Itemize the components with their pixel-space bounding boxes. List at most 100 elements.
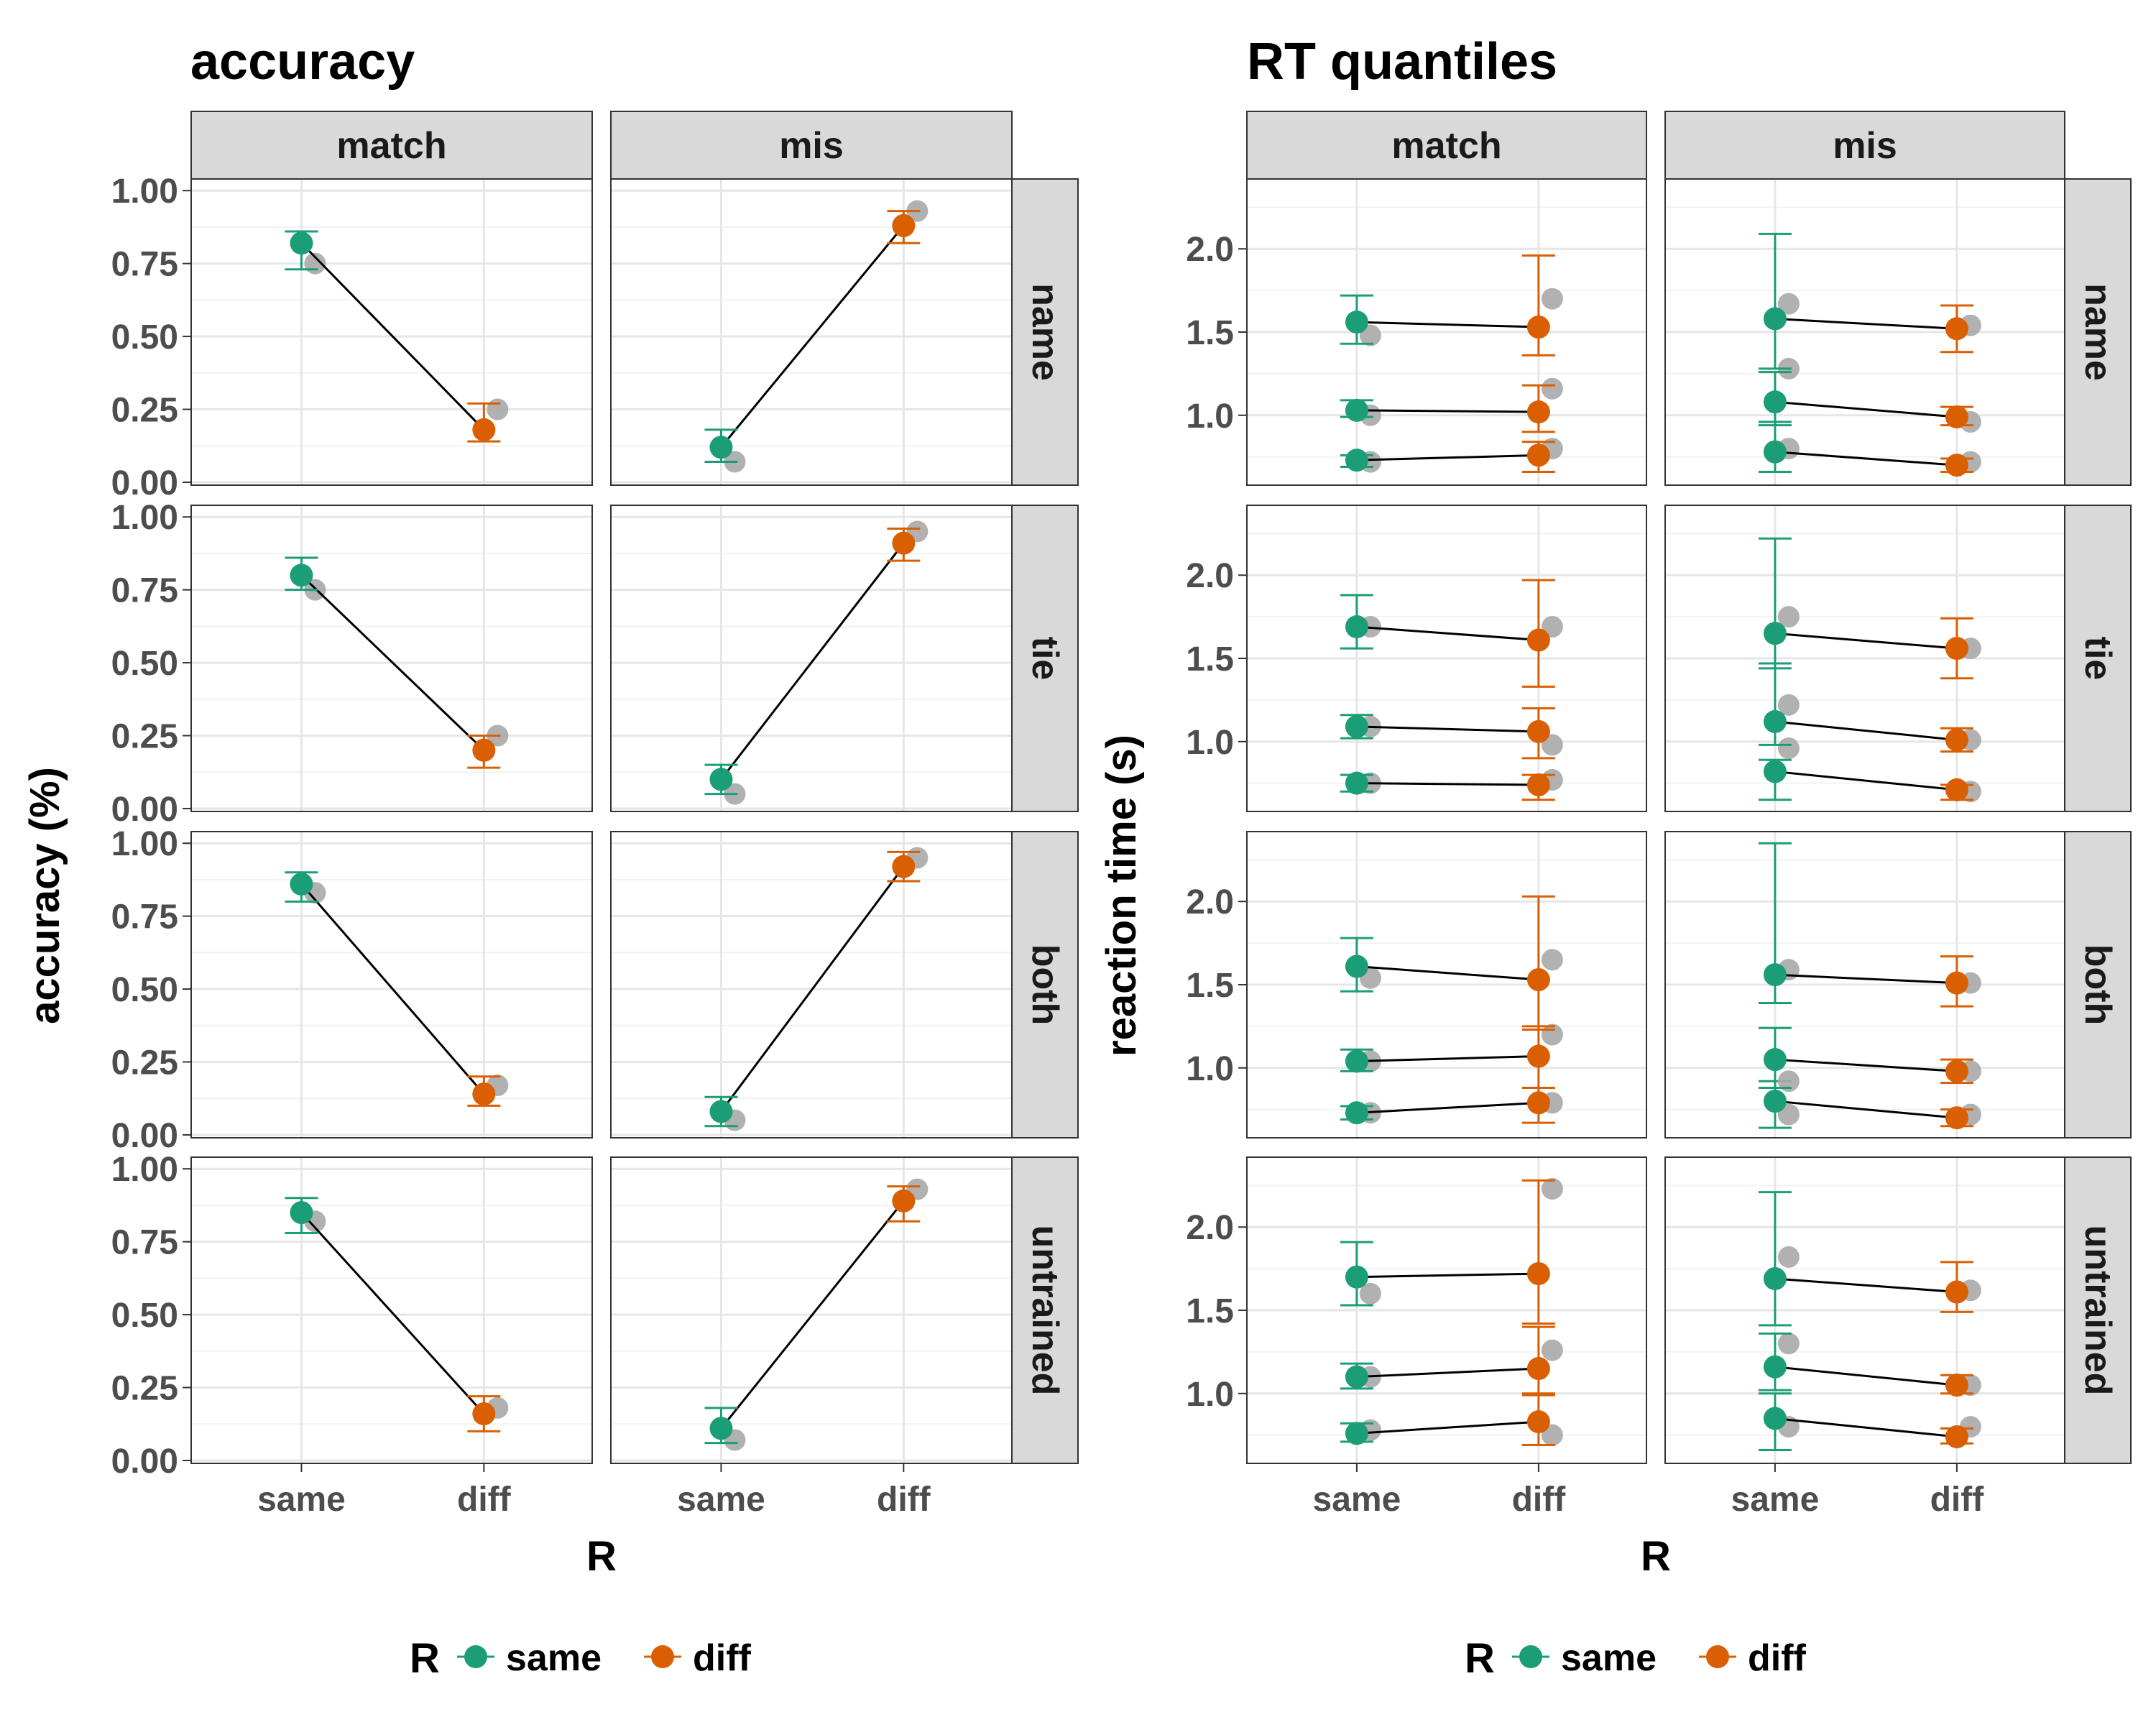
gray-point <box>1541 1339 1563 1361</box>
y-axis-title: accuracy (%) <box>22 767 68 1024</box>
series-line <box>1774 973 1957 985</box>
y-tick-label: 1.0 <box>1186 1050 1234 1088</box>
data-point-diff <box>892 855 916 878</box>
y-tick-label: 2.0 <box>1186 883 1234 921</box>
data-point-same <box>709 1100 733 1123</box>
panel-border <box>1246 1156 1647 1464</box>
data-point-diff <box>1945 728 1968 752</box>
panel-background <box>191 832 592 1138</box>
series-line <box>1356 625 1539 642</box>
series-line <box>1356 725 1539 733</box>
panel-border <box>190 178 593 486</box>
data-point-diff <box>1945 1374 1968 1397</box>
panel-name-match <box>1246 178 1647 486</box>
facet-strip-col <box>1246 111 1647 180</box>
gray-point <box>1777 1333 1800 1355</box>
panel-border <box>1246 505 1647 812</box>
data-point-same <box>709 768 733 791</box>
x-tick-label: same <box>1313 1481 1401 1519</box>
series-line <box>1356 965 1539 981</box>
facet-strip-row <box>1011 1156 1079 1464</box>
data-point-same <box>1763 963 1787 987</box>
y-tick-label: 0.25 <box>111 392 178 430</box>
facet-strip-row <box>1011 505 1079 812</box>
data-point-diff <box>1526 628 1550 652</box>
data-point-diff <box>1945 1425 1968 1448</box>
data-point-diff <box>1526 773 1550 796</box>
series-line <box>1356 321 1539 328</box>
data-point-same <box>1345 954 1368 978</box>
data-point-diff <box>1945 1059 1968 1083</box>
y-tick-label: 1.5 <box>1186 967 1234 1005</box>
data-point-diff <box>1945 1280 1968 1304</box>
data-point-diff <box>1526 1044 1550 1068</box>
data-point-diff <box>1945 971 1968 995</box>
facet-col-label: match <box>1391 125 1501 167</box>
panel-name-mis <box>1664 178 2065 486</box>
y-tick-label: 1.5 <box>1186 314 1234 352</box>
gray-point <box>1541 288 1563 310</box>
y-tick-label: 1.00 <box>111 1151 178 1189</box>
panel-background <box>191 1157 592 1463</box>
y-tick-label: 1.0 <box>1186 1376 1234 1414</box>
gray-point <box>1777 1246 1800 1268</box>
legend-key-point <box>651 1645 674 1668</box>
data-point-same <box>1763 709 1787 733</box>
x-tick-label: diff <box>1930 1481 1985 1519</box>
y-tick-label: 1.00 <box>111 825 178 863</box>
data-point-same <box>1345 448 1368 472</box>
legend-label-diff: diff <box>693 1637 752 1679</box>
panel-border <box>1664 1156 2065 1464</box>
y-tick-label: 1.00 <box>111 499 178 537</box>
y-tick-label: 0.00 <box>111 1443 178 1481</box>
y-tick-label: 0.75 <box>111 898 178 937</box>
data-point-same <box>1763 307 1787 331</box>
y-tick-label: 0.25 <box>111 1370 178 1408</box>
legend-title: R <box>410 1635 440 1682</box>
data-point-diff <box>472 1082 496 1106</box>
data-point-diff <box>1526 968 1550 992</box>
facet-row-label: name <box>1024 283 1066 381</box>
x-tick-label: diff <box>457 1481 512 1519</box>
series-line <box>1774 400 1958 418</box>
y-tick-label: 0.75 <box>111 246 178 284</box>
data-point-same <box>709 1417 733 1440</box>
data-point-diff <box>1526 1410 1550 1434</box>
panel-untrained-match <box>190 1156 593 1464</box>
legend-key-point <box>464 1645 487 1668</box>
facet-strip-row <box>2064 1156 2132 1464</box>
data-point-diff <box>1526 316 1550 339</box>
gray-point <box>1777 606 1800 628</box>
legend-key-point <box>1706 1645 1729 1668</box>
series-line <box>1356 1101 1539 1114</box>
panel-name-mis <box>610 178 1013 486</box>
series-line <box>1774 1058 1957 1072</box>
data-point-same <box>1763 1267 1787 1291</box>
y-tick-label: 1.5 <box>1186 1292 1234 1330</box>
y-tick-label: 1.0 <box>1186 397 1234 436</box>
data-point-diff <box>1526 719 1550 743</box>
facet-strip-col <box>610 111 1013 180</box>
panel-both-match <box>1246 831 1647 1138</box>
series-line <box>300 1212 485 1415</box>
gray-point <box>1777 737 1800 760</box>
panel-border <box>190 1156 593 1464</box>
series-line <box>1356 1055 1539 1062</box>
y-tick-label: 0.00 <box>111 464 178 502</box>
data-point-same <box>1763 760 1787 783</box>
series-line <box>1774 317 1957 330</box>
series-line <box>1356 1272 1539 1279</box>
data-point-same <box>1345 310 1368 334</box>
data-point-diff <box>1945 317 1968 341</box>
facet-strip-col <box>1664 111 2065 180</box>
legend-label-same: same <box>506 1637 602 1679</box>
y-tick-label: 1.0 <box>1186 724 1234 762</box>
series-line <box>1356 782 1539 786</box>
panel-tie-match <box>1246 505 1647 812</box>
series-line <box>1774 1100 1958 1119</box>
data-point-same <box>1763 1048 1787 1072</box>
panel-untrained-match <box>1246 1156 1647 1464</box>
x-tick-label: diff <box>1512 1481 1567 1519</box>
panel-background <box>191 179 592 485</box>
